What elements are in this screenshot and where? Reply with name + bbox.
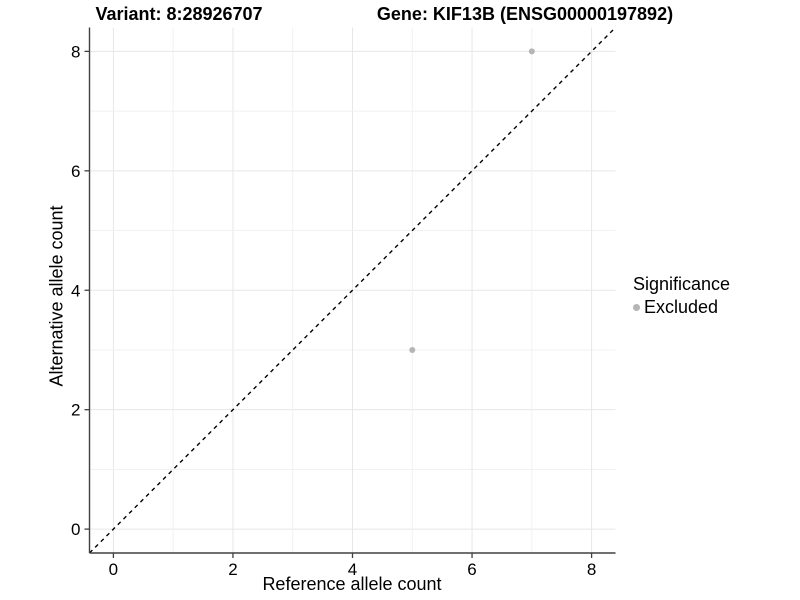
x-tick-label: 4 [348, 560, 357, 579]
excluded-point-icon [633, 304, 640, 311]
y-tick-label: 0 [71, 520, 80, 539]
axis-ticks [84, 50, 593, 558]
y-tick-label: 8 [71, 42, 80, 61]
scatter-point [409, 346, 416, 353]
y-tick-label: 6 [71, 162, 80, 181]
x-tick-label: 0 [109, 560, 118, 579]
legend-title: Significance [633, 274, 731, 294]
x-tick-label: 6 [467, 560, 476, 579]
x-tick-label: 8 [587, 560, 596, 579]
legend: Significance Excluded [633, 274, 730, 318]
scatter-point [528, 48, 535, 55]
data-points [409, 48, 535, 353]
gene-title: Gene: KIF13B (ENSG00000197892) [376, 4, 674, 24]
axis-tick-labels: 0 2 4 6 8 0 2 4 6 8 [71, 42, 596, 579]
y-axis-title: Alternative allele count [46, 205, 67, 387]
variant-title: Variant: 8:28926707 [95, 4, 263, 24]
legend-entry-label: Excluded [644, 297, 719, 317]
x-tick-label: 2 [228, 560, 237, 579]
y-tick-label: 4 [71, 281, 80, 300]
legend-entry-excluded: Excluded [633, 297, 730, 318]
y-tick-label: 2 [71, 401, 80, 420]
dashed-identity-line [89, 27, 616, 554]
identity-reference-line [89, 27, 616, 554]
x-axis-title: Reference allele count [262, 574, 442, 594]
gridlines [89, 27, 616, 553]
